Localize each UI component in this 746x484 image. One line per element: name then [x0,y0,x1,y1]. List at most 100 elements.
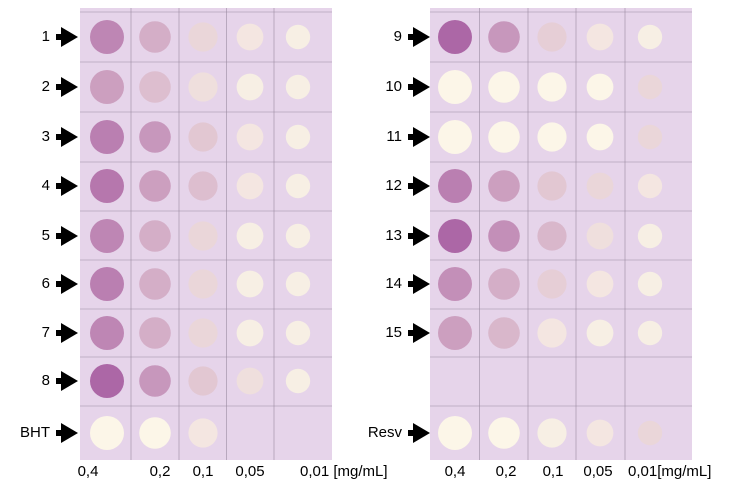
spot [438,219,472,253]
arrow-stem [56,34,62,40]
concentration-label: 0,2 [496,463,517,480]
spot [637,320,663,346]
arrow-head [61,77,78,97]
arrow-stem [408,84,414,90]
row-label: 12 [385,177,402,194]
spot [285,368,311,394]
row-label: 4 [42,177,50,194]
spot [488,317,520,349]
arrow-head [413,27,430,47]
spot [488,268,520,300]
spot [285,124,311,150]
row-label: BHT [20,424,50,441]
row-label: 1 [42,28,50,45]
concentration-label: 0,2 [150,463,171,480]
spot [637,124,663,150]
row-label: 10 [385,78,402,95]
spot [236,270,264,298]
row-label: 13 [385,227,402,244]
arrow-head [61,127,78,147]
arrow-head [413,176,430,196]
arrow-head [413,127,430,147]
spot [139,317,171,349]
spot [90,267,124,301]
arrow-head [413,323,430,343]
spot [188,72,218,102]
spot [637,223,663,249]
spot [236,172,264,200]
spot [188,122,218,152]
spot [537,221,567,251]
spot [537,122,567,152]
spot [139,71,171,103]
arrow-stem [408,34,414,40]
spot [537,171,567,201]
spot [90,364,124,398]
spot [586,270,614,298]
spot [537,22,567,52]
arrow-stem [408,330,414,336]
spot [586,123,614,151]
row-label: 14 [385,275,402,292]
spot [236,73,264,101]
spot [586,23,614,51]
concentration-label: 0,4 [78,463,99,480]
row-label: 2 [42,78,50,95]
row-label: 6 [42,275,50,292]
spot [236,222,264,250]
spot [488,417,520,449]
arrow-stem [408,281,414,287]
spot [637,420,663,446]
row-label: Resv [368,424,403,441]
spot [236,319,264,347]
spot [537,269,567,299]
arrow-stem [408,233,414,239]
spot [637,74,663,100]
spot [537,318,567,348]
spot [637,24,663,50]
arrow-head [61,371,78,391]
spot [188,318,218,348]
spot [90,169,124,203]
spot [285,173,311,199]
spot [637,271,663,297]
row-label: 8 [42,372,50,389]
arrow-stem [56,233,62,239]
spot [139,268,171,300]
spot [139,21,171,53]
spot [488,220,520,252]
arrow-stem [408,183,414,189]
spot [236,123,264,151]
spot [586,419,614,447]
arrow-stem [56,378,62,384]
arrow-head [61,423,78,443]
spot [236,23,264,51]
arrow-head [61,226,78,246]
concentration-label: 0,05 [583,463,612,480]
spot [139,170,171,202]
spot [188,171,218,201]
spot [90,219,124,253]
spot [90,416,124,450]
arrow-stem [56,330,62,336]
arrow-head [61,274,78,294]
spot [188,366,218,396]
arrow-stem [408,430,414,436]
spot [488,71,520,103]
spot [438,120,472,154]
arrow-head [413,274,430,294]
arrow-head [61,27,78,47]
arrow-stem [56,281,62,287]
concentration-label: 0,1 [193,463,214,480]
row-label: 9 [394,28,402,45]
spot [586,172,614,200]
spot [285,24,311,50]
spot [139,121,171,153]
spot [139,417,171,449]
row-label: 5 [42,227,50,244]
concentration-label: 0,01 [mg/mL] [300,463,388,480]
concentration-label: 0,4 [445,463,466,480]
spot [285,271,311,297]
spot [488,21,520,53]
